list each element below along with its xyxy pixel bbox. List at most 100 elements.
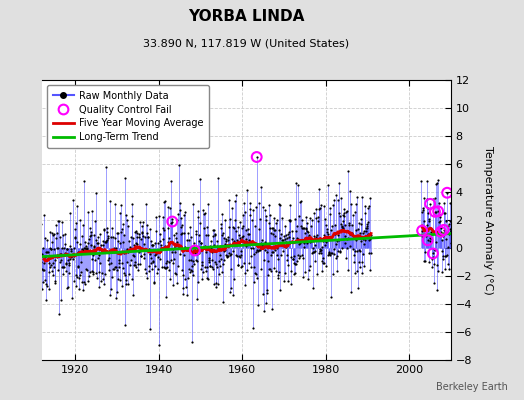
Point <box>239 233 248 239</box>
Point <box>226 265 235 272</box>
Point <box>249 251 258 258</box>
Point <box>269 230 277 237</box>
Point <box>205 255 213 261</box>
Point <box>357 194 366 200</box>
Point <box>432 209 440 216</box>
Point <box>264 272 272 278</box>
Point <box>249 207 257 214</box>
Point <box>192 256 200 263</box>
Point <box>223 254 231 260</box>
Point <box>42 248 50 255</box>
Point <box>264 266 272 272</box>
Point <box>190 244 198 250</box>
Point <box>165 259 173 266</box>
Point <box>280 278 288 284</box>
Point <box>419 207 427 214</box>
Point <box>48 239 56 246</box>
Point <box>47 246 55 252</box>
Point <box>269 214 278 221</box>
Point <box>124 281 132 287</box>
Point <box>425 218 433 224</box>
Point <box>333 253 341 260</box>
Point <box>74 263 83 269</box>
Point <box>350 259 358 265</box>
Point <box>71 234 80 240</box>
Point <box>263 249 271 255</box>
Point <box>341 222 349 228</box>
Point <box>340 210 348 216</box>
Point <box>77 269 85 275</box>
Point <box>278 215 286 222</box>
Point <box>234 262 243 268</box>
Point <box>257 184 265 190</box>
Point <box>318 244 326 250</box>
Point <box>359 230 368 236</box>
Point <box>226 288 234 295</box>
Point <box>104 257 112 263</box>
Point <box>227 285 235 291</box>
Point <box>89 269 97 275</box>
Point <box>75 275 84 282</box>
Point <box>31 218 40 225</box>
Point <box>248 240 256 247</box>
Point <box>308 236 316 242</box>
Point <box>79 287 87 294</box>
Point <box>214 281 222 287</box>
Point <box>91 256 100 263</box>
Point <box>317 247 325 254</box>
Point <box>184 274 192 281</box>
Point <box>322 229 331 235</box>
Point <box>322 262 331 269</box>
Point <box>230 225 238 232</box>
Point <box>187 257 195 263</box>
Point <box>89 252 97 259</box>
Point <box>117 226 126 232</box>
Point <box>83 267 92 273</box>
Point <box>118 283 126 289</box>
Text: YORBA LINDA: YORBA LINDA <box>188 9 304 24</box>
Point <box>254 242 263 249</box>
Point <box>155 342 163 348</box>
Point <box>365 194 374 201</box>
Point <box>168 249 176 255</box>
Point <box>323 234 331 240</box>
Point <box>284 278 292 284</box>
Point <box>418 208 427 215</box>
Point <box>326 210 334 217</box>
Point <box>49 272 57 278</box>
Point <box>261 246 269 253</box>
Point <box>256 247 265 254</box>
Point <box>259 242 268 248</box>
Point <box>430 194 439 201</box>
Point <box>244 226 252 232</box>
Point <box>263 290 271 296</box>
Point <box>154 240 162 246</box>
Point <box>164 204 172 211</box>
Point <box>64 284 72 290</box>
Point <box>111 235 119 242</box>
Point <box>364 230 372 237</box>
Point <box>36 285 45 292</box>
Point <box>337 224 346 230</box>
Point <box>278 237 287 244</box>
Point <box>285 229 293 235</box>
Point <box>331 229 339 236</box>
Point <box>309 245 318 252</box>
Point <box>62 261 70 267</box>
Point <box>138 229 146 236</box>
Point <box>90 232 99 238</box>
Point <box>100 226 108 232</box>
Point <box>340 205 348 212</box>
Point <box>189 272 198 278</box>
Point <box>342 209 350 216</box>
Point <box>268 306 276 312</box>
Point <box>317 249 325 256</box>
Point <box>270 264 278 271</box>
Point <box>329 202 337 209</box>
Point <box>336 221 345 228</box>
Point <box>146 326 155 332</box>
Point <box>109 234 117 240</box>
Point <box>445 220 453 227</box>
Point <box>423 237 432 244</box>
Point <box>340 212 348 219</box>
